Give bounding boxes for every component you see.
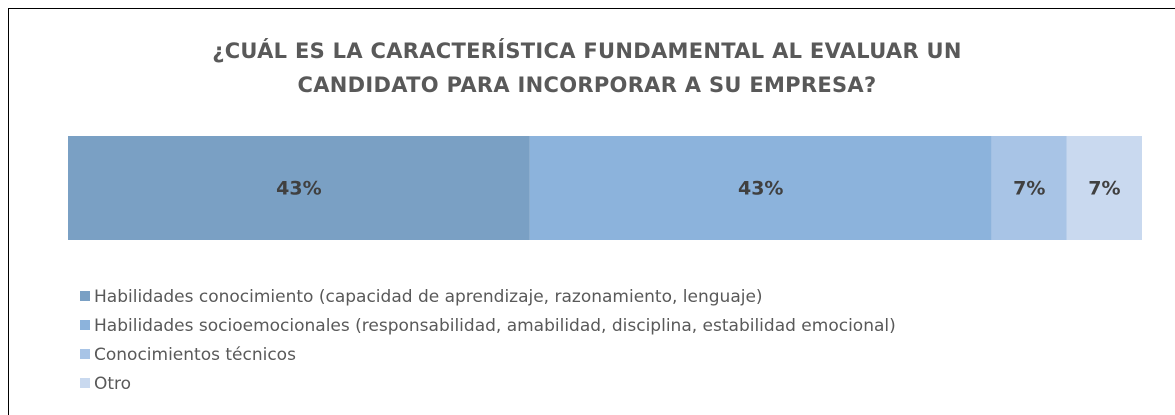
bar-segment <box>529 136 992 240</box>
legend-label: Otro <box>94 374 131 394</box>
bar-segment <box>991 136 1067 240</box>
data-label: 7% <box>1088 178 1120 200</box>
legend-label: Conocimientos técnicos <box>94 345 296 365</box>
bar-segment <box>68 136 530 240</box>
bar-segment <box>1066 136 1142 240</box>
legend-label: Habilidades conocimiento (capacidad de a… <box>94 287 763 307</box>
chart-title: ¿CUÁL ES LA CARACTERÍSTICA FUNDAMENTAL A… <box>212 39 962 97</box>
data-label: 43% <box>738 178 783 200</box>
data-label: 7% <box>1013 178 1045 200</box>
data-label: 43% <box>276 178 321 200</box>
legend-swatch <box>80 378 90 388</box>
legend-swatch <box>80 349 90 359</box>
legend-swatch <box>80 291 90 301</box>
legend-label: Habilidades socioemocionales (responsabi… <box>94 316 896 336</box>
chart-border <box>8 8 1175 415</box>
legend-swatch <box>80 320 90 330</box>
